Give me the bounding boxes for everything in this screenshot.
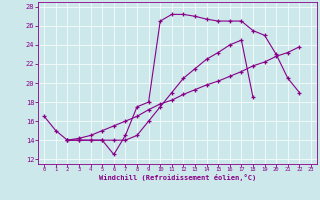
X-axis label: Windchill (Refroidissement éolien,°C): Windchill (Refroidissement éolien,°C) xyxy=(99,174,256,181)
